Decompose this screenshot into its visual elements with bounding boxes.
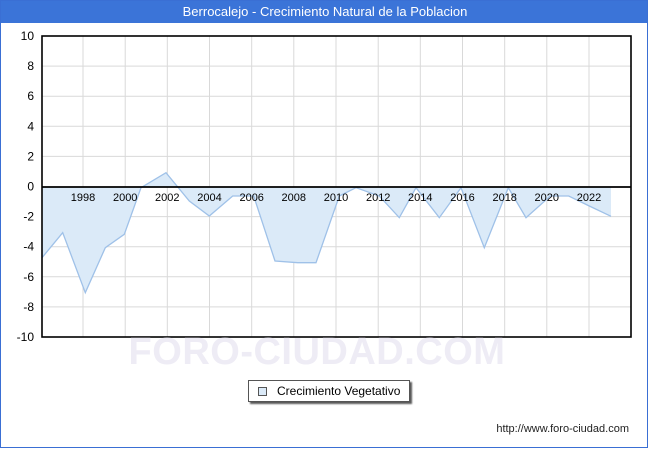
svg-text:4: 4 <box>27 119 34 133</box>
svg-text:2002: 2002 <box>155 192 179 204</box>
svg-text:2022: 2022 <box>577 192 601 204</box>
svg-text:2016: 2016 <box>450 192 474 204</box>
svg-text:2010: 2010 <box>324 192 348 204</box>
svg-text:-2: -2 <box>23 210 34 224</box>
svg-text:2012: 2012 <box>366 192 390 204</box>
svg-text:2014: 2014 <box>408 192 432 204</box>
svg-text:-8: -8 <box>23 300 34 314</box>
svg-text:2018: 2018 <box>492 192 516 204</box>
svg-text:2008: 2008 <box>282 192 306 204</box>
svg-text:2020: 2020 <box>535 192 559 204</box>
svg-text:6: 6 <box>27 89 34 103</box>
svg-text:2004: 2004 <box>197 192 221 204</box>
svg-text:2: 2 <box>27 149 34 163</box>
svg-text:-6: -6 <box>23 270 34 284</box>
svg-text:2006: 2006 <box>239 192 263 204</box>
svg-text:2000: 2000 <box>113 192 137 204</box>
svg-text:0: 0 <box>27 180 34 194</box>
svg-text:-4: -4 <box>23 240 34 254</box>
svg-text:10: 10 <box>21 29 35 43</box>
svg-text:1998: 1998 <box>71 192 95 204</box>
svg-text:8: 8 <box>27 59 34 73</box>
